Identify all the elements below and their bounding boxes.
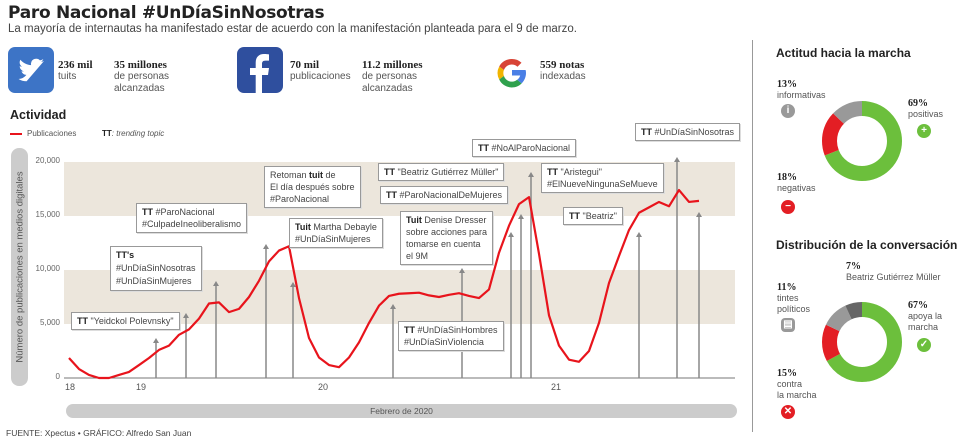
- annotation-beatriz: TT "Beatriz": [563, 207, 623, 225]
- y-tick-label: 10,000: [35, 264, 60, 273]
- attitude-donut: [822, 101, 902, 181]
- divider: [752, 40, 753, 432]
- facebook-reach: 11.2 millones de personas alcanzadas: [362, 59, 423, 94]
- donut-slice: [822, 101, 902, 181]
- annotation-undiasinhombres: TT #UnDíaSinHombres #UnDíaSinViolencia: [398, 321, 504, 351]
- annotation-retoman: Retoman tuit de El día después sobre #Pa…: [264, 166, 361, 208]
- footer-credits: FUENTE: Xpectus • GRÁFICO: Alfredo San J…: [6, 428, 192, 438]
- donut-slice: [822, 302, 902, 382]
- arrow-head: [390, 304, 396, 309]
- arrow-head: [213, 281, 219, 286]
- twitter-reach: 35 millones de personas alcanzadas: [114, 59, 170, 94]
- y-tick-label: 15,000: [35, 210, 60, 219]
- plus-icon: +: [917, 124, 931, 138]
- facebook-count: 70 mil publicaciones: [290, 59, 351, 82]
- donut-slice: [822, 302, 902, 382]
- legend-swatch: [10, 132, 22, 135]
- distribution-title: Distribución de la conversación: [776, 238, 958, 252]
- annotation-beatriz-gutierrez: TT "Beatriz Gutiérrez Müller": [378, 163, 505, 181]
- google-g-icon: [494, 55, 530, 96]
- arrow-head: [459, 268, 465, 273]
- arrow-head: [636, 232, 642, 237]
- legend-series-label: Publicaciones: [27, 129, 77, 138]
- distribution-tintes: 11% tintes políticos ▤: [777, 282, 811, 332]
- y-tick-label: 20,000: [35, 156, 60, 165]
- arrow-head: [153, 338, 159, 343]
- twitter-count: 236 mil tuits: [58, 59, 93, 82]
- attitude-negativas: 18% negativas −: [777, 172, 816, 214]
- facebook-f-icon: [237, 47, 283, 93]
- annotation-undiasinnosotras: TT #UnDíaSinNosotras: [635, 123, 741, 141]
- x-tick-label: 18: [65, 382, 76, 392]
- distribution-contra: 15% contra la marcha ✕: [777, 368, 817, 419]
- page-title: Paro Nacional #UnDíaSinNosotras: [8, 3, 325, 23]
- x-tick-label: 21: [551, 382, 562, 392]
- legend-tt-key: TT: [102, 129, 112, 138]
- y-axis-label: Número de publicaciones en medios digita…: [11, 148, 28, 386]
- arrow-head: [674, 157, 680, 162]
- x-axis-label: Febrero de 2020: [66, 404, 737, 418]
- y-tick-label: 5,000: [39, 318, 60, 327]
- series-line-publicaciones: [68, 188, 700, 380]
- arrow-head: [696, 212, 702, 217]
- attitude-informativas: 13% informativas i: [777, 79, 826, 118]
- activity-title: Actividad: [10, 108, 67, 122]
- document-icon: ▤: [781, 318, 795, 332]
- annotation-martha-debayle: Tuit Martha Debayle #UnDíaSinMujeres: [289, 218, 383, 248]
- arrow-head: [528, 172, 534, 177]
- annotation-yeidckol: TT "Yeidckol Polevnsky": [71, 312, 180, 330]
- annotation-tts: TT's #UnDíaSinNosotras #UnDíaSinMujeres: [110, 246, 202, 291]
- x-tick-label: 20: [318, 382, 329, 392]
- arrow-head: [183, 313, 189, 318]
- arrow-head: [518, 214, 524, 219]
- distribution-apoya: 67% apoya la marcha ✓: [908, 300, 943, 352]
- legend-publicaciones: Publicaciones: [10, 129, 76, 138]
- annotation-denise-dresser: Tuit Denise Dresser sobre acciones para …: [400, 211, 494, 265]
- y-tick-label: 0: [55, 372, 60, 381]
- page-subtitle: La mayoría de internautas ha manifestado…: [8, 23, 577, 35]
- annotation-paronacionaldemujeres: TT #ParoNacionalDeMujeres: [380, 186, 509, 204]
- donut-slice: [822, 101, 902, 181]
- arrow-head: [290, 282, 296, 287]
- annotation-noalparonacional: TT #NoAlParoNacional: [472, 139, 577, 157]
- google-count: 559 notas indexadas: [540, 59, 586, 82]
- arrow-head: [263, 244, 269, 249]
- distribution-donut: [822, 302, 902, 382]
- twitter-bird-icon: [8, 47, 54, 93]
- x-tick-label: 19: [136, 382, 147, 392]
- annotation-paronacional: TT #ParoNacional #CulpadeIneoliberalismo: [136, 203, 248, 233]
- distribution-beatriz: 7% Beatriz Gutiérrez Müller: [846, 261, 941, 282]
- minus-icon: −: [781, 200, 795, 214]
- attitude-title: Actitud hacia la marcha: [776, 46, 911, 60]
- annotation-aristegui: TT "Aristegui" #ElNueveNingunaSeMueve: [541, 163, 664, 193]
- legend-tt: TT: trending topic: [102, 129, 164, 138]
- activity-chart: [64, 157, 735, 380]
- x-icon: ✕: [781, 405, 795, 419]
- attitude-positivas: 69% positivas +: [908, 98, 944, 138]
- legend-tt-desc: : trending topic: [111, 129, 165, 138]
- check-icon: ✓: [917, 338, 931, 352]
- info-icon: i: [781, 104, 795, 118]
- arrow-head: [508, 232, 514, 237]
